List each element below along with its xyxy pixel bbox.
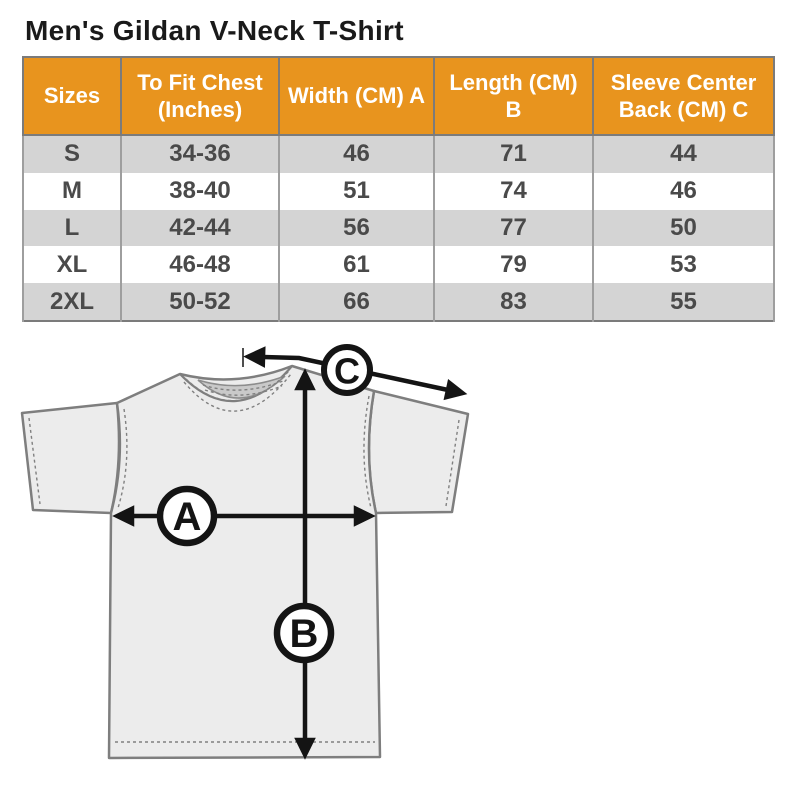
cell-size: 2XL xyxy=(22,283,122,321)
col-header-length: Length (CM) B xyxy=(433,56,594,136)
marker-c-label: C xyxy=(334,351,360,392)
page-title: Men's Gildan V-Neck T-Shirt xyxy=(25,15,404,46)
neck-tape-stitch-2 xyxy=(204,385,283,396)
cell-width: 51 xyxy=(278,172,435,210)
marker-b-label: B xyxy=(290,612,319,656)
cell-length: 83 xyxy=(433,283,594,321)
tshirt-right-sleeve xyxy=(367,389,470,515)
cell-size: XL xyxy=(22,246,122,284)
cell-chest: 42-44 xyxy=(120,209,280,247)
marker-a-label: A xyxy=(173,495,202,539)
cell-sleeve: 53 xyxy=(592,246,775,284)
collar-stitch-lower xyxy=(183,373,292,412)
left-cuff-stitch xyxy=(28,417,41,505)
tshirt-left-sleeve xyxy=(20,401,121,515)
header-row: Sizes To Fit Chest (Inches) Width (CM) A… xyxy=(22,56,775,136)
cell-width: 66 xyxy=(278,283,435,321)
col-header-sleeve: Sleeve Center Back (CM) C xyxy=(592,56,775,136)
right-armhole-stitch xyxy=(363,395,372,509)
table-row: 2XL 50-52 66 83 55 xyxy=(22,283,775,321)
cell-size: M xyxy=(22,172,122,210)
tshirt-body xyxy=(107,364,382,760)
cell-sleeve: 44 xyxy=(592,135,775,173)
cell-width: 46 xyxy=(278,135,435,173)
cell-length: 79 xyxy=(433,246,594,284)
marker-c-circle xyxy=(321,344,373,396)
cell-chest: 50-52 xyxy=(120,283,280,321)
cell-chest: 38-40 xyxy=(120,172,280,210)
cell-sleeve: 46 xyxy=(592,172,775,210)
tshirt-outline xyxy=(20,364,470,760)
size-table: Sizes To Fit Chest (Inches) Width (CM) A… xyxy=(22,56,775,322)
cell-chest: 46-48 xyxy=(120,246,280,284)
table-row: M 38-40 51 74 46 xyxy=(22,172,775,210)
cell-width: 56 xyxy=(278,209,435,247)
table-row: L 42-44 56 77 50 xyxy=(22,209,775,247)
cell-length: 77 xyxy=(433,209,594,247)
table-row: XL 46-48 61 79 53 xyxy=(22,246,775,284)
col-header-sizes: Sizes xyxy=(22,56,122,136)
col-header-width: Width (CM) A xyxy=(278,56,435,136)
right-cuff-stitch xyxy=(445,419,460,507)
cell-chest: 34-36 xyxy=(120,135,280,173)
cell-length: 71 xyxy=(433,135,594,173)
cell-size: S xyxy=(22,135,122,173)
col-header-chest: To Fit Chest (Inches) xyxy=(120,56,280,136)
measurement-markers: A B C xyxy=(156,344,373,664)
marker-b-circle xyxy=(273,602,335,664)
sleeve-arrow xyxy=(243,346,468,401)
table-row: S 34-36 46 71 44 xyxy=(22,135,775,173)
cell-width: 61 xyxy=(278,246,435,284)
cell-sleeve: 50 xyxy=(592,209,775,247)
marker-a-circle xyxy=(156,485,218,547)
cell-length: 74 xyxy=(433,172,594,210)
cell-sleeve: 55 xyxy=(592,283,775,321)
cell-size: L xyxy=(22,209,122,247)
